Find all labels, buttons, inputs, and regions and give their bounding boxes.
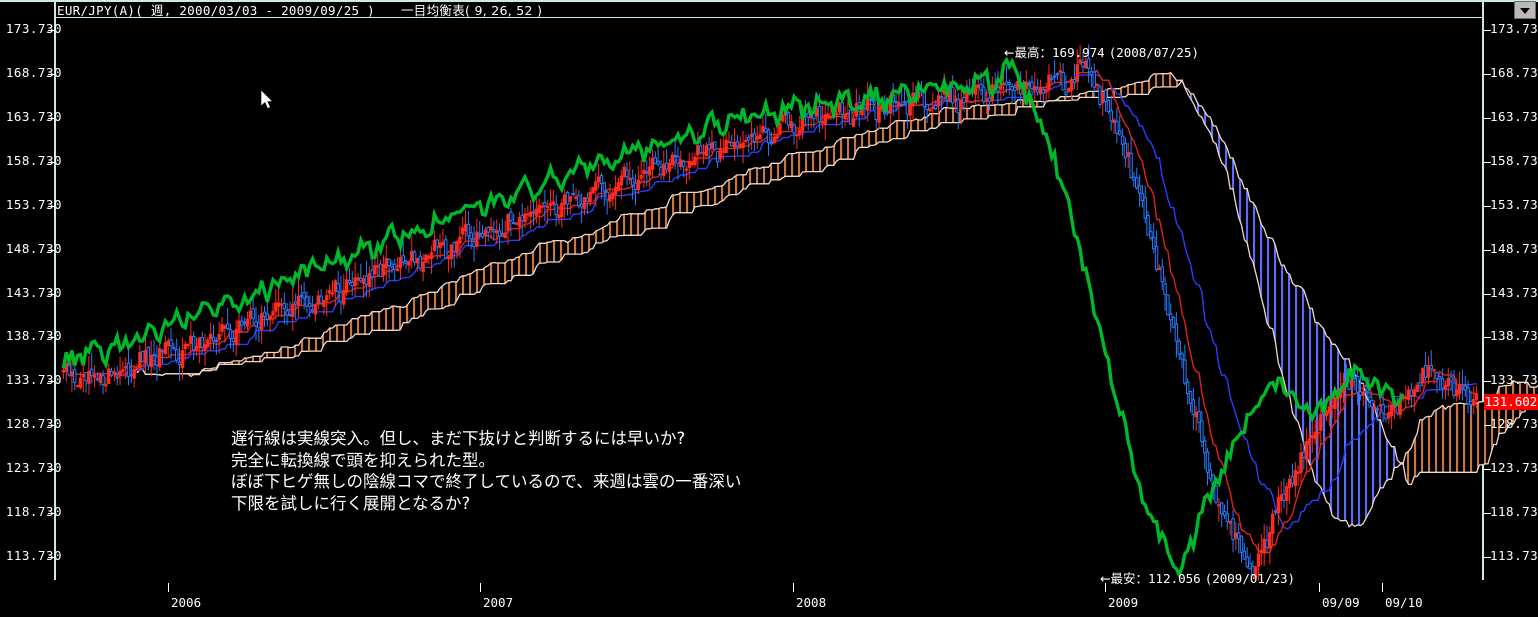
- y-axis-right-tick: 173.730: [1490, 20, 1538, 36]
- y-axis-right-tick: 163.730: [1490, 108, 1538, 124]
- mouse-cursor-icon: [261, 90, 274, 109]
- annotation-line-3: ぼぼ下ヒゲ無しの陰線コマで終了しているので、来週は雲の一番深い: [231, 472, 742, 491]
- x-axis-tick: 2006: [171, 595, 202, 610]
- y-axis-right-tick: 143.730: [1490, 284, 1538, 300]
- x-axis-tickmark: [1319, 583, 1320, 592]
- y-axis-right-tickmark: [1484, 205, 1491, 207]
- y-axis-left-tickmark: [48, 205, 55, 207]
- y-axis-right-tickmark: [1484, 161, 1491, 163]
- current-price-badge: 131.602: [1484, 394, 1538, 410]
- y-axis-right-tick: 158.730: [1490, 152, 1538, 168]
- chikou-line: [61, 56, 1405, 580]
- y-axis-right-tickmark: [1484, 513, 1491, 515]
- low-callout-arrow: ←: [1100, 571, 1111, 586]
- y-axis-left-tick: 168.730: [5, 64, 62, 80]
- senkou-span-lines: [136, 71, 1538, 528]
- chevron-down-icon[interactable]: [1514, 1, 1536, 19]
- low-price-callout: ←最安：112.056 (2009/01/23): [1100, 568, 1295, 587]
- y-axis-left-tickmark: [48, 161, 55, 163]
- y-axis-right-tickmark: [1484, 73, 1491, 75]
- y-axis-left-tick: 128.730: [5, 416, 62, 432]
- low-callout-value: 112.056: [1148, 571, 1201, 586]
- y-axis-left-line: [54, 0, 56, 580]
- x-axis-tick: 2009: [1108, 595, 1139, 610]
- y-axis-left-tick: 133.730: [5, 372, 62, 388]
- y-axis-right-tickmark: [1484, 249, 1491, 251]
- y-axis-left-tick: 148.730: [5, 240, 62, 256]
- y-axis-left-tick: 173.730: [5, 20, 62, 36]
- high-price-callout: ←最高：169.974 (2008/07/25): [1004, 42, 1199, 61]
- low-callout-label: 最安: [1110, 571, 1136, 586]
- y-axis-left-tickmark: [48, 513, 55, 515]
- annotation-line-1: 遅行線は実線突入。但し、まだ下抜けと判断するには早いか?: [231, 429, 686, 448]
- x-axis-line: [0, 0, 1538, 2]
- y-axis-left-tick: 163.730: [5, 108, 62, 124]
- y-axis-right-tick: 113.730: [1490, 548, 1538, 564]
- y-axis-left-tick: 118.730: [5, 504, 62, 520]
- y-axis-right-tick: 128.730: [1490, 416, 1538, 432]
- x-axis-tickmark: [480, 583, 481, 592]
- y-axis-left-tickmark: [48, 337, 55, 339]
- high-callout-arrow: ←: [1004, 45, 1015, 60]
- x-axis-tick: 2007: [483, 595, 514, 610]
- x-axis-tick: 09/10: [1385, 595, 1423, 610]
- y-axis-right-tick: 153.730: [1490, 196, 1538, 212]
- high-callout-date: (2008/07/25): [1108, 45, 1199, 60]
- chart-title-text: EUR/JPY(A)( 週, 2000/03/03 - 2009/09/25 ): [57, 3, 375, 18]
- indicator-label: 一目均衡表( 9, 26, 52 ): [401, 3, 543, 18]
- y-axis-right-tickmark: [1484, 381, 1491, 383]
- y-axis-right-tickmark: [1484, 337, 1491, 339]
- y-axis-left-tickmark: [48, 425, 55, 427]
- y-axis-left-tickmark: [48, 469, 55, 471]
- y-axis-left-tick: 113.730: [5, 548, 62, 564]
- x-axis-tickmark: [793, 583, 794, 592]
- x-axis-tickmark: [1105, 583, 1106, 592]
- y-axis-left-tick: 138.730: [5, 328, 62, 344]
- y-axis-right-tickmark: [1484, 469, 1491, 471]
- y-axis-left-tickmark: [48, 557, 55, 559]
- y-axis-right-tick: 123.730: [1490, 460, 1538, 476]
- y-axis-right-tick: 133.730: [1490, 372, 1538, 388]
- y-axis-right-tickmark: [1484, 557, 1491, 559]
- low-callout-date: (2009/01/23): [1204, 571, 1295, 586]
- y-axis-left-tickmark: [48, 293, 55, 295]
- x-axis-tickmark: [168, 583, 169, 592]
- high-callout-value: 169.974: [1052, 45, 1105, 60]
- high-callout-label: 最高: [1014, 45, 1040, 60]
- y-axis-left-tick: 158.730: [5, 152, 62, 168]
- y-axis-right-tick: 138.730: [1490, 328, 1538, 344]
- y-axis-right-tick: 148.730: [1490, 240, 1538, 256]
- x-axis-tick: 09/09: [1322, 595, 1360, 610]
- chart-title-bar: EUR/JPY(A)( 週, 2000/03/03 - 2009/09/25 )…: [57, 2, 543, 18]
- y-axis-left-tickmark: [48, 249, 55, 251]
- y-axis-left-tickmark: [48, 73, 55, 75]
- annotation-line-2: 完全に転換線で頭を抑えられた型。: [231, 450, 495, 470]
- low-callout-sep: ：: [1135, 571, 1149, 586]
- y-axis-left-tick: 143.730: [5, 284, 62, 300]
- y-axis-right-tickmark: [1484, 29, 1491, 31]
- x-axis-tick: 2008: [796, 595, 827, 610]
- chevron-down-glyph: [1520, 8, 1530, 14]
- y-axis-left-tickmark: [48, 29, 55, 31]
- y-axis-right-tick: 168.730: [1490, 64, 1538, 80]
- y-axis-right-tickmark: [1484, 293, 1491, 295]
- y-axis-right-tickmark: [1484, 425, 1491, 427]
- high-callout-sep: ：: [1039, 45, 1053, 60]
- analysis-annotation: 遅行線は実線突入。但し、まだ下抜けと判断するには早いか? 完全に転換線で頭を抑えら…: [231, 428, 741, 514]
- x-axis-tickmark: [1382, 583, 1383, 592]
- y-axis-left-tick: 123.730: [5, 460, 62, 476]
- y-axis-right-line: [1482, 0, 1484, 580]
- y-axis-left-tickmark: [48, 117, 55, 119]
- annotation-line-4: 下限を試しに行く展開となるか?: [231, 493, 471, 513]
- y-axis-right-tick: 118.730: [1490, 504, 1538, 520]
- y-axis-left-tickmark: [48, 381, 55, 383]
- y-axis-right-tickmark: [1484, 117, 1491, 119]
- y-axis-left-tick: 153.730: [5, 196, 62, 212]
- title-separator: [54, 17, 1482, 18]
